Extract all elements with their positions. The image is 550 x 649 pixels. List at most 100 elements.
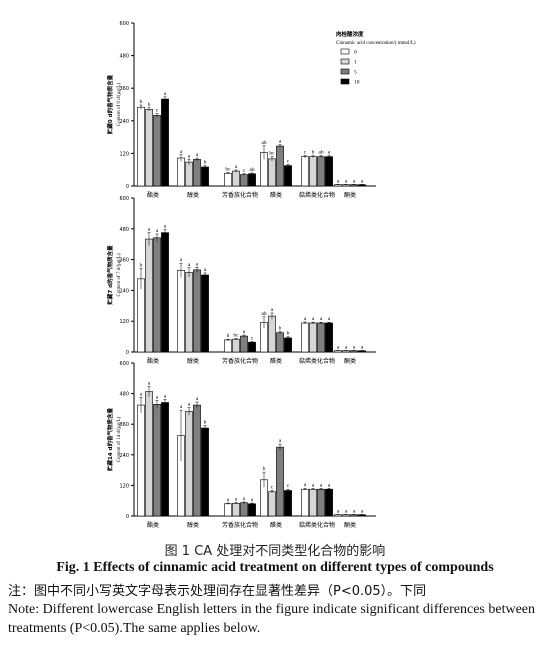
chart-3-bar xyxy=(240,502,248,517)
chart-1-category-label: 醇类 xyxy=(187,191,199,199)
chart-1-significance-letter: a xyxy=(328,150,331,156)
chart-3-significance-letter: a xyxy=(140,391,143,397)
chart-3-bar xyxy=(145,391,153,517)
chart-1-bar xyxy=(325,156,333,187)
chart-1-significance-letter: ab xyxy=(261,140,266,146)
chart-2-y-tick-label: 600 xyxy=(119,196,129,202)
chart-3-y-tick-label: 480 xyxy=(119,392,129,398)
legend-swatch xyxy=(340,78,350,85)
chart-2-y-tick-label: 240 xyxy=(119,288,129,294)
chart-1-significance-letter: c xyxy=(156,107,159,113)
chart-3-significance-letter: a xyxy=(251,497,254,503)
chart-2-bar xyxy=(224,339,232,353)
chart-2-significance-letter: a xyxy=(204,267,207,273)
chart-1-significance-letter: a xyxy=(180,149,183,155)
figure-note-zh: 注：图中不同小写英文字母表示处理间存在显著性差异（P<0.05）。下同 xyxy=(8,584,427,599)
chart-3-category-label: 酯类 xyxy=(147,521,159,529)
chart-1-y-label-en: Content of 0 d/(μg/L) xyxy=(117,83,122,126)
chart-3-bar xyxy=(232,502,240,517)
chart-1-significance-letter: bc xyxy=(225,166,231,172)
chart-3-bar xyxy=(185,411,193,517)
chart-3-significance-letter: a xyxy=(320,482,323,488)
chart-1-bar xyxy=(145,109,153,187)
chart-2-significance-letter: b xyxy=(279,325,282,331)
chart-2-bar xyxy=(137,278,145,353)
chart-2-bar xyxy=(153,237,161,353)
chart-2-bar xyxy=(309,322,317,353)
chart-2-significance-letter: a xyxy=(304,316,307,322)
chart-3-y-label-en: Content of 14 d/(μg/L) xyxy=(117,416,122,462)
legend-label: 5 xyxy=(354,70,357,76)
chart-3-category-label: 芳香族化合物 xyxy=(222,521,258,529)
chart-2-category-label: 醇类 xyxy=(187,357,199,365)
chart-1-significance-letter: ab xyxy=(318,150,323,156)
chart-1-y-tick-label: 600 xyxy=(119,21,129,27)
chart-2-significance-letter: a xyxy=(271,307,274,313)
legend-swatch xyxy=(340,68,350,75)
chart-1-bar xyxy=(177,157,185,187)
chart-2-significance-letter: a xyxy=(243,329,246,335)
chart-1-bar xyxy=(185,161,193,187)
chart-3-significance-letter: a xyxy=(243,496,246,502)
chart-3-bar xyxy=(325,488,333,517)
chart-3-category-label: 醛类 xyxy=(270,521,282,529)
legend-title-en: Cinnamic acid concentration/( mmol/L) xyxy=(336,41,416,46)
chart-1-y-tick-label: 240 xyxy=(119,119,129,125)
chart-2-bar xyxy=(268,315,276,353)
chart-1-significance-letter: b xyxy=(312,150,315,156)
chart-3-bar xyxy=(193,404,201,517)
chart-2-bar xyxy=(145,238,153,353)
chart-2-significance-letter: b xyxy=(140,263,143,269)
chart-2-significance-letter: a xyxy=(320,316,323,322)
chart-3-bar xyxy=(317,488,325,517)
chart-3-significance-letter: b xyxy=(263,466,266,472)
chart-2-bar xyxy=(232,338,240,353)
figure-caption-zh: 图 1 CA 处理对不同类型化合物的影响 xyxy=(164,544,386,559)
chart-1-significance-letter: b xyxy=(204,160,207,166)
chart-2-category-label: 酯类 xyxy=(147,357,159,365)
figure-caption-en: Fig. 1 Effects of cinnamic acid treatmen… xyxy=(56,560,494,575)
chart-1-significance-letter: a xyxy=(164,91,167,97)
chart-2-significance-letter: bc xyxy=(233,332,239,338)
chart-1-bar xyxy=(240,174,248,187)
chart-1-category-label: 酯类 xyxy=(147,191,159,199)
chart-1-significance-letter: a xyxy=(353,178,356,184)
chart-2-significance-letter: a xyxy=(180,257,183,263)
chart-1-significance-letter: a xyxy=(279,139,282,145)
chart-1-y-tick-label: 120 xyxy=(119,151,129,157)
chart-3-significance-letter: c xyxy=(271,485,274,491)
chart-2-y-tick-label: 360 xyxy=(119,258,129,264)
chart-2-bar xyxy=(301,322,309,353)
chart-3-y-tick-label: 600 xyxy=(119,361,129,367)
chart-3-significance-letter: c xyxy=(287,483,290,489)
chart-3-significance-letter: a xyxy=(361,508,364,514)
chart-3-bar xyxy=(201,427,209,517)
chart-3-bar xyxy=(153,404,161,517)
chart-1-bar xyxy=(153,115,161,187)
chart-2-significance-letter: ab xyxy=(261,311,266,317)
chart-2-bar xyxy=(193,269,201,353)
chart-3-significance-letter: a xyxy=(304,482,307,488)
chart-2-bar xyxy=(325,322,333,353)
chart-2-significance-letter: a xyxy=(361,344,364,350)
chart-2-significance-letter: a xyxy=(312,316,315,322)
chart-1-bar xyxy=(301,156,309,187)
chart-1-y-tick-label: 360 xyxy=(119,86,129,92)
chart-2-y-label-en: Content of 7 d/(μg/L) xyxy=(117,253,122,296)
chart-2-category-label: 萜烯类化合物 xyxy=(299,357,335,365)
chart-3-category-label: 酮类 xyxy=(344,521,356,529)
chart-1-category-label: 萜烯类化合物 xyxy=(299,191,335,199)
chart-2-category-label: 酮类 xyxy=(344,357,356,365)
chart-3-significance-letter: a xyxy=(353,508,356,514)
chart-2-bar xyxy=(177,270,185,353)
chart-2-significance-letter: a xyxy=(188,262,191,268)
chart-3-bar xyxy=(301,488,309,517)
chart-1-bar xyxy=(232,170,240,187)
chart-1-significance-letter: a xyxy=(345,178,348,184)
chart-2-bar xyxy=(317,322,325,353)
chart-2-significance-letter: a xyxy=(345,344,348,350)
chart-3-y-tick-label: 0 xyxy=(126,514,129,520)
chart-2-bar xyxy=(201,274,209,353)
chart-3-bar xyxy=(284,490,292,517)
chart-2-significance-letter: b xyxy=(287,331,290,337)
